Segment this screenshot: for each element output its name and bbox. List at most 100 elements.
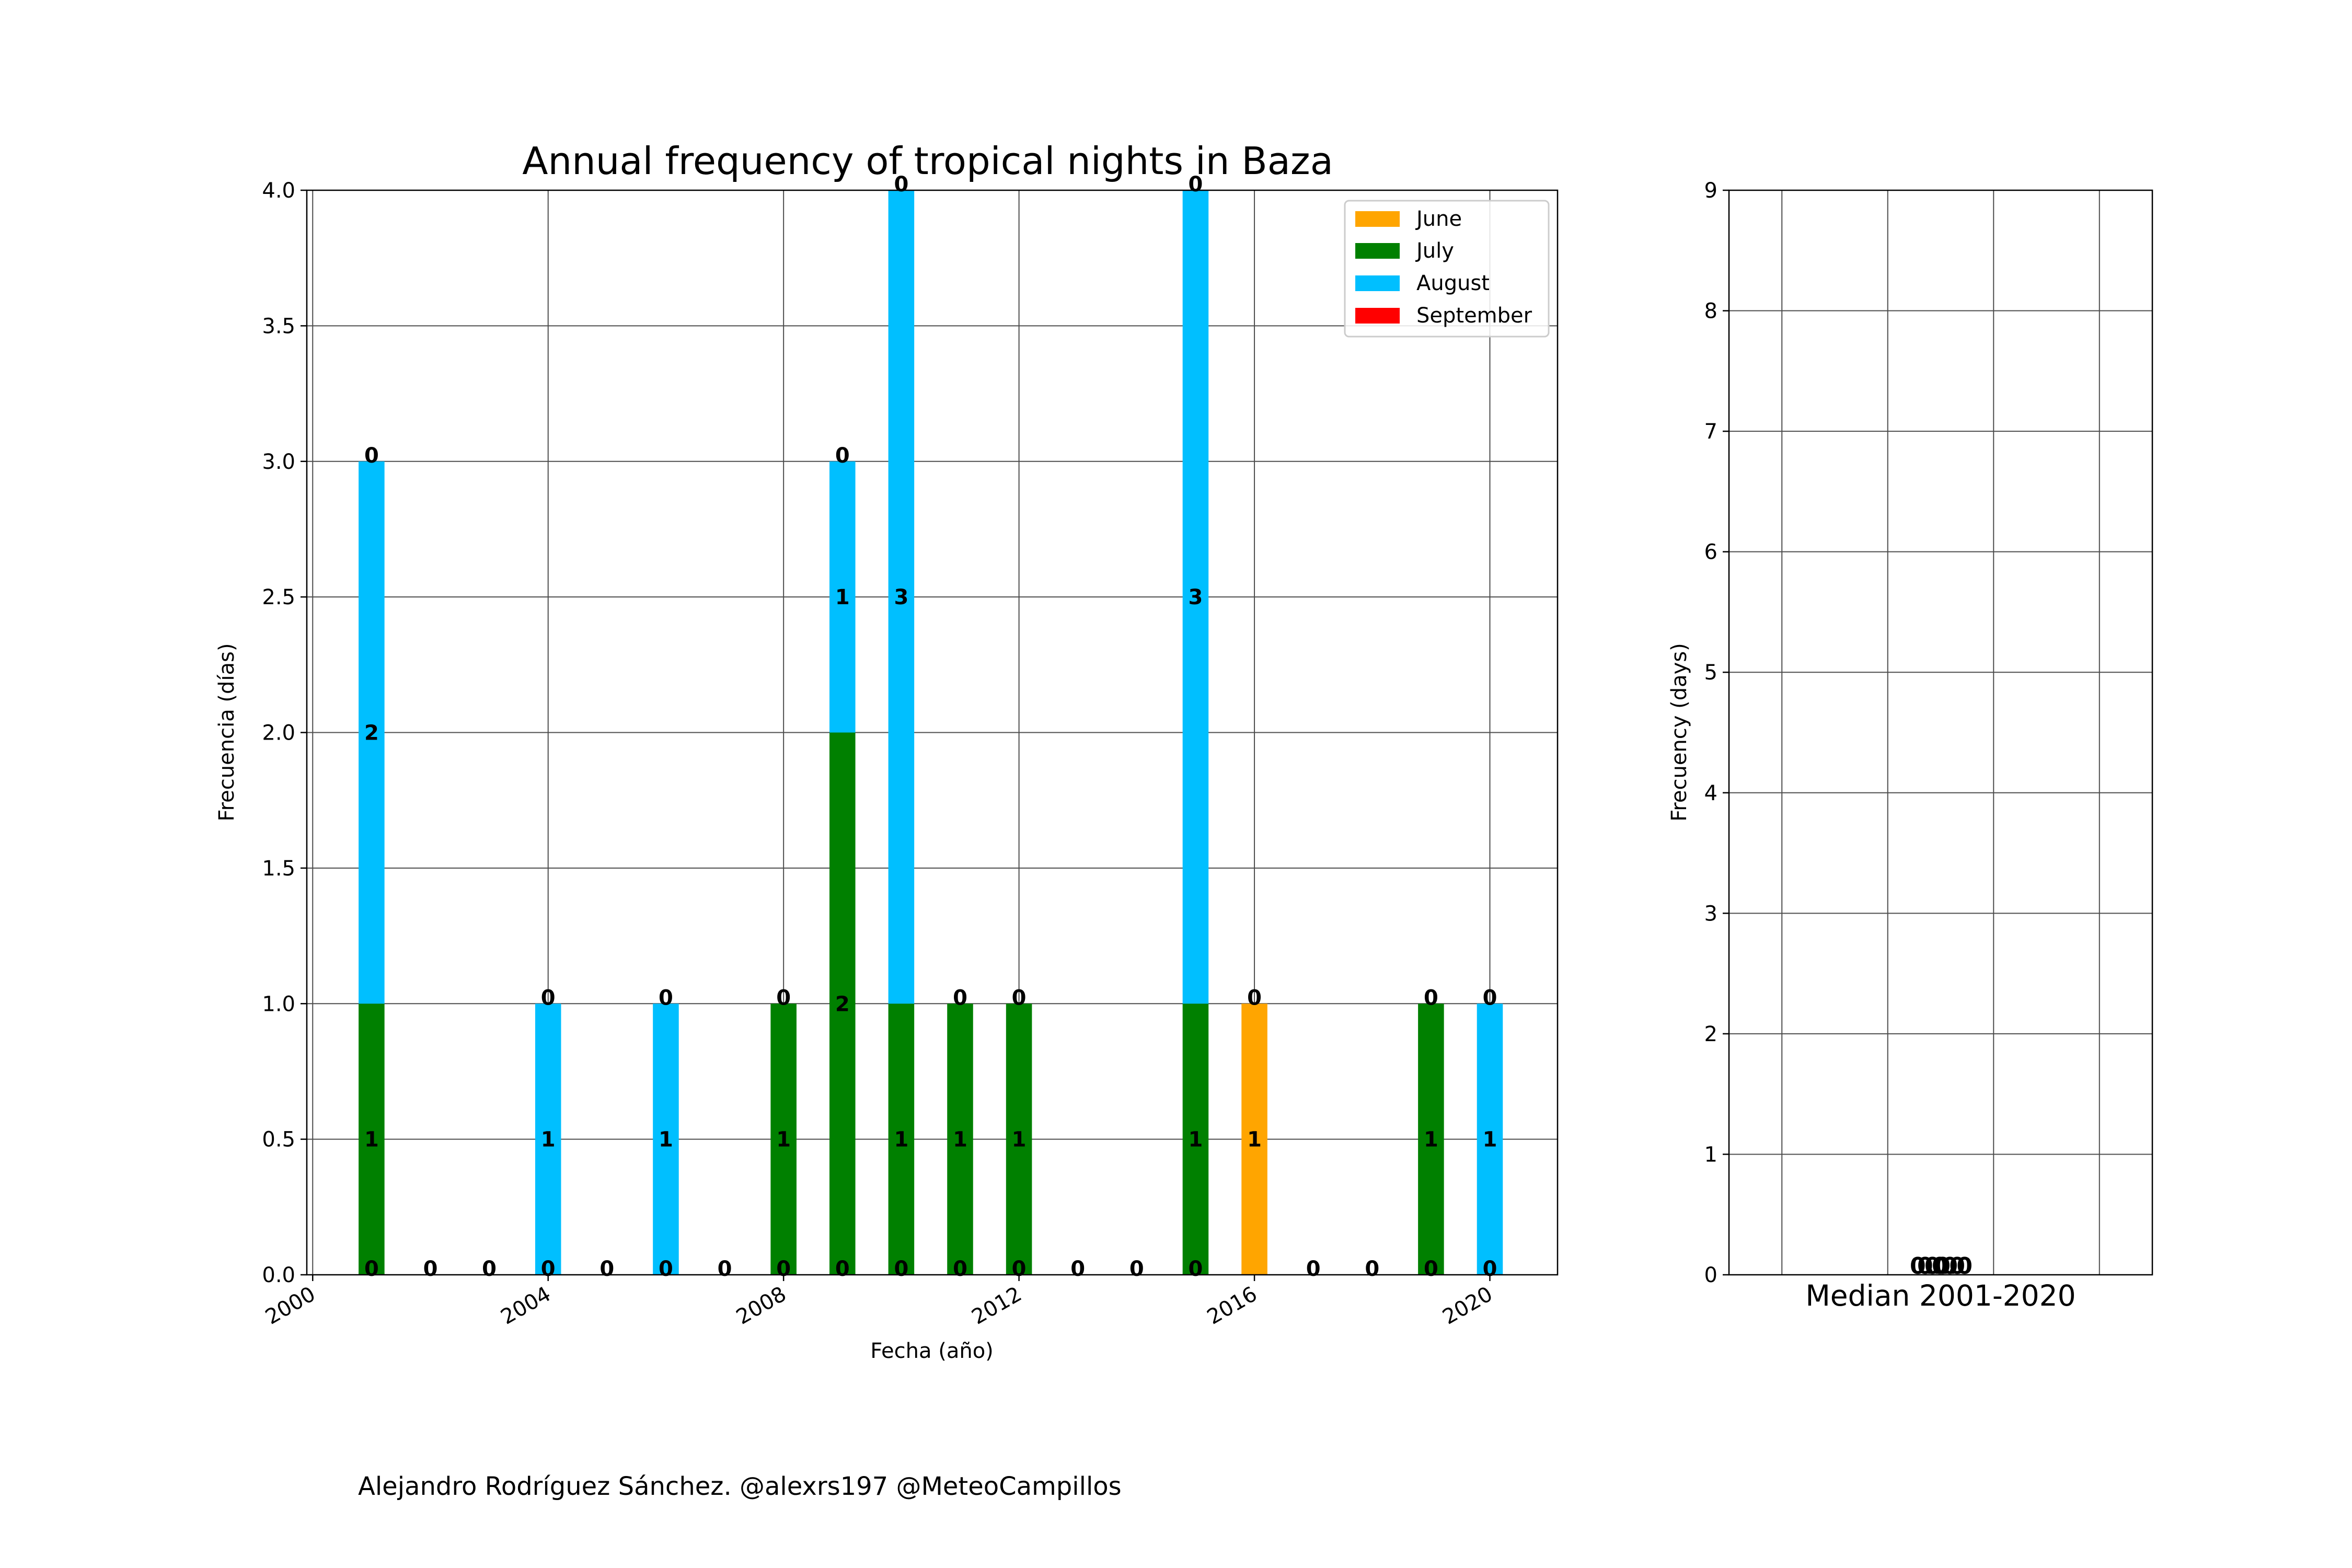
legend-swatch-august — [1355, 275, 1400, 291]
median-y-tick-label: 3 — [1704, 902, 1717, 926]
bar-value-label: 0 — [776, 986, 791, 1010]
median-y-tick-label: 6 — [1704, 540, 1717, 564]
main-y-tick-label: 0.5 — [262, 1128, 295, 1152]
legend-label-august: August — [1416, 271, 1490, 295]
median-y-tick-label: 2 — [1704, 1022, 1717, 1046]
legend-label-june: June — [1415, 207, 1462, 231]
bar-value-label: 3 — [894, 585, 908, 609]
main-y-tick-label: 2.5 — [262, 585, 295, 609]
bar-value-label: 0 — [423, 1257, 438, 1281]
bar-july-2008 — [770, 1004, 797, 1275]
main-y-tick-label: 2.0 — [262, 721, 295, 745]
bar-august-2006 — [653, 1004, 679, 1275]
bar-value-label: 0 — [599, 1257, 614, 1281]
main-chart: 0 1 2 0 0 0 0 1 0 0 0 1 0 0 0 1 0 0 2 1 0 0 1 3 0 0 1 0 0 1 0 0 0 0 1 3 0 1 0 0… — [215, 139, 1559, 1363]
bar-value-label: 1 — [835, 585, 850, 609]
bar-value-label: 0 — [894, 1257, 908, 1281]
bar-august-2020 — [1477, 1004, 1503, 1275]
bar-august-2015 — [1182, 190, 1209, 1004]
bar-value-label: 1 — [541, 1128, 556, 1152]
bar-value-label: 1 — [1483, 1128, 1497, 1152]
bar-value-label: 0 — [953, 1257, 967, 1281]
bar-july-2019 — [1418, 1004, 1444, 1275]
bar-value-label: 2 — [364, 721, 379, 745]
main-y-tick-label: 4.0 — [262, 179, 295, 203]
bar-august-2001 — [359, 461, 385, 1004]
median-bar-labels: 0.00.00.00.0 — [1910, 1253, 1973, 1279]
bar-value-label: 0 — [718, 1257, 732, 1281]
median-y-tick-label: 1 — [1704, 1143, 1717, 1167]
main-y-tick-label: 3.5 — [262, 314, 295, 338]
bar-value-label: 0 — [894, 172, 908, 197]
bar-value-label: 0 — [482, 1257, 497, 1281]
bar-july-2001 — [359, 1004, 385, 1275]
legend-swatch-june — [1355, 211, 1400, 227]
footer-credit: Alejandro Rodríguez Sánchez. @alexrs197 … — [358, 1472, 1122, 1501]
median-y-axis-ticks: 0 1 2 3 4 5 6 7 8 9 — [1704, 179, 1729, 1287]
main-bar-labels: 0 1 2 0 0 0 0 1 0 0 0 1 0 0 0 1 0 0 2 1 0 0 1 3 0 0 1 0 0 1 0 0 0 0 1 3 0 1 0 0… — [364, 172, 1497, 1281]
main-chart-title: Annual frequency of tropical nights in B… — [522, 139, 1333, 183]
bar-july-2012 — [1006, 1004, 1032, 1275]
legend-swatch-july — [1355, 243, 1400, 259]
bar-value-label: 0 — [1247, 986, 1262, 1010]
median-plot-frame — [1728, 189, 2153, 1276]
bar-value-label: 0 — [1070, 1257, 1085, 1281]
bar-value-label: 1 — [776, 1128, 791, 1152]
main-x-axis-label: Fecha (año) — [870, 1339, 994, 1363]
median-y-tick-label: 4 — [1704, 781, 1717, 805]
bar-value-label: 1 — [1189, 1128, 1203, 1152]
bar-june-2016 — [1241, 1004, 1267, 1275]
main-y-tick-label: 0.0 — [262, 1263, 295, 1287]
bar-value-label: 1 — [659, 1128, 673, 1152]
bar-value-label: 0 — [364, 444, 379, 468]
median-x-axis-label: Median 2001-2020 — [1805, 1279, 2076, 1312]
bar-value-label: 1 — [1424, 1128, 1438, 1152]
bar-value-label: 0 — [1424, 986, 1438, 1010]
median-bar-value-label: 0.0 — [1932, 1253, 1973, 1279]
median-y-axis-label: Frecuency (days) — [1667, 643, 1691, 822]
bar-value-label: 1 — [953, 1128, 967, 1152]
main-y-tick-label: 3.0 — [262, 450, 295, 474]
bar-value-label: 0 — [1189, 172, 1203, 197]
bar-value-label: 0 — [659, 1257, 673, 1281]
bar-july-2009 — [829, 732, 856, 1275]
legend-box — [1344, 200, 1550, 338]
bar-july-2015 — [1182, 1004, 1209, 1275]
bar-value-label: 0 — [1012, 986, 1027, 1010]
bar-value-label: 0 — [953, 986, 967, 1010]
bar-value-label: 0 — [659, 986, 673, 1010]
bar-august-2010 — [888, 190, 915, 1004]
bar-value-label: 0 — [1129, 1257, 1144, 1281]
legend-label-july: July — [1415, 239, 1454, 263]
bar-value-label: 0 — [364, 1257, 379, 1281]
legend-label-september: September — [1416, 304, 1532, 328]
main-y-axis-label: Frecuencia (días) — [215, 643, 239, 822]
bar-value-label: 1 — [364, 1128, 379, 1152]
bar-august-2009 — [829, 461, 856, 733]
bar-july-2010 — [888, 1004, 915, 1275]
main-y-axis-ticks: 0.0 0.5 1.0 1.5 2.0 2.5 3.0 3.5 4.0 — [262, 179, 307, 1287]
bar-value-label: 0 — [835, 444, 850, 468]
median-y-tick-label: 5 — [1704, 661, 1717, 685]
median-chart: 0.00.00.00.0 0 1 2 3 4 5 6 7 8 9 Median 2001-2020… — [1667, 179, 2153, 1312]
main-y-tick-label: 1.5 — [262, 857, 295, 881]
bar-value-label: 0 — [1189, 1257, 1203, 1281]
legend-swatch-september — [1355, 308, 1400, 324]
bar-july-2011 — [947, 1004, 973, 1275]
median-y-tick-label: 8 — [1704, 299, 1717, 324]
bar-value-label: 0 — [541, 986, 556, 1010]
bar-value-label: 2 — [835, 992, 850, 1016]
bar-value-label: 1 — [1247, 1128, 1262, 1152]
main-bars — [359, 190, 1503, 1275]
median-y-tick-label: 7 — [1704, 420, 1717, 444]
bar-value-label: 3 — [1189, 585, 1203, 609]
bar-value-label: 1 — [894, 1128, 908, 1152]
bar-value-label: 0 — [835, 1257, 850, 1281]
legend: June July August September — [1344, 200, 1550, 338]
median-y-tick-label: 9 — [1704, 179, 1717, 203]
bar-value-label: 0 — [1306, 1257, 1321, 1281]
bar-august-2004 — [535, 1004, 561, 1275]
median-y-tick-label: 0 — [1704, 1263, 1717, 1287]
